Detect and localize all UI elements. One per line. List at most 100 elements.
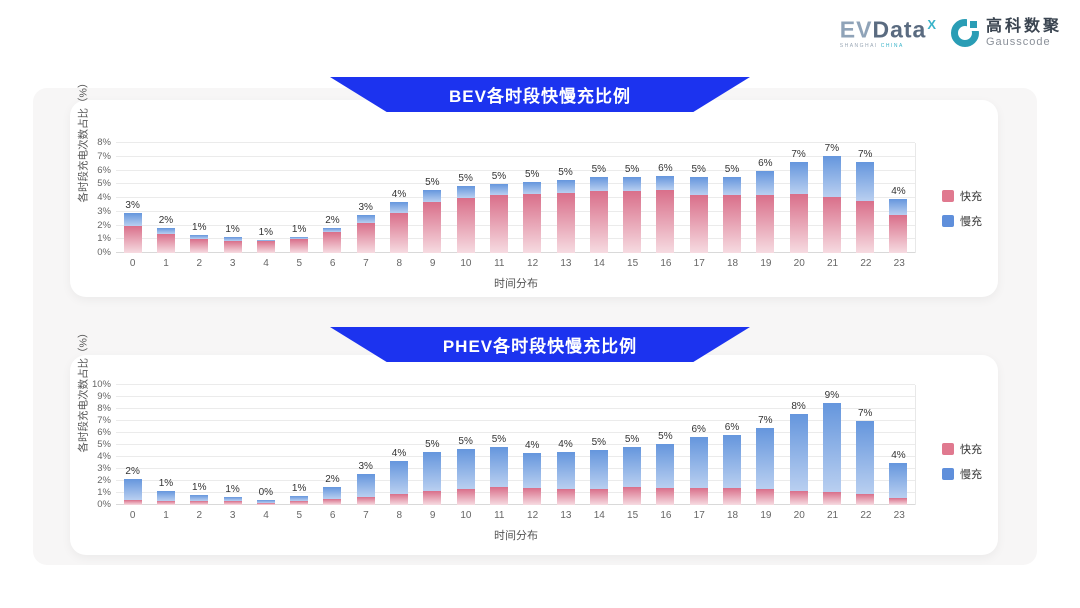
fast-charge-segment[interactable] — [789, 490, 808, 505]
bar-hour-11[interactable]: 5% — [482, 385, 515, 505]
fast-charge-segment[interactable] — [722, 195, 741, 253]
bar-hour-8[interactable]: 4% — [382, 143, 415, 253]
slow-charge-segment[interactable] — [290, 236, 309, 240]
fast-charge-segment[interactable] — [789, 193, 808, 253]
bar-hour-15[interactable]: 5% — [615, 385, 648, 505]
bar-hour-12[interactable]: 5% — [516, 143, 549, 253]
legend-item-快充[interactable]: 快充 — [942, 441, 982, 457]
bar-hour-12[interactable]: 4% — [516, 385, 549, 505]
bar-hour-13[interactable]: 4% — [549, 385, 582, 505]
slow-charge-segment[interactable] — [390, 460, 409, 495]
bar-hour-18[interactable]: 6% — [715, 385, 748, 505]
slow-charge-segment[interactable] — [556, 452, 575, 490]
fast-charge-segment[interactable] — [523, 488, 542, 505]
fast-charge-segment[interactable] — [390, 213, 409, 253]
bar-hour-5[interactable]: 1% — [282, 143, 315, 253]
fast-charge-segment[interactable] — [456, 198, 475, 253]
bar-hour-4[interactable]: 1% — [249, 143, 282, 253]
bar-hour-18[interactable]: 5% — [715, 143, 748, 253]
legend-item-慢充[interactable]: 慢充 — [942, 213, 982, 229]
bar-hour-22[interactable]: 7% — [849, 143, 882, 253]
fast-charge-segment[interactable] — [290, 239, 309, 253]
fast-charge-segment[interactable] — [423, 490, 442, 505]
slow-charge-segment[interactable] — [822, 156, 841, 198]
bar-hour-16[interactable]: 5% — [649, 385, 682, 505]
bar-hour-19[interactable]: 7% — [749, 385, 782, 505]
slow-charge-segment[interactable] — [589, 177, 608, 192]
bar-hour-11[interactable]: 5% — [482, 143, 515, 253]
fast-charge-segment[interactable] — [190, 501, 209, 505]
slow-charge-segment[interactable] — [190, 235, 209, 240]
slow-charge-segment[interactable] — [489, 184, 508, 196]
fast-charge-segment[interactable] — [556, 192, 575, 253]
fast-charge-segment[interactable] — [190, 239, 209, 253]
slow-charge-segment[interactable] — [223, 497, 242, 502]
slow-charge-segment[interactable] — [856, 162, 875, 201]
slow-charge-segment[interactable] — [556, 180, 575, 193]
fast-charge-segment[interactable] — [689, 488, 708, 505]
fast-charge-segment[interactable] — [123, 225, 142, 253]
bar-hour-9[interactable]: 5% — [416, 143, 449, 253]
fast-charge-segment[interactable] — [722, 488, 741, 505]
slow-charge-segment[interactable] — [356, 214, 375, 223]
slow-charge-segment[interactable] — [456, 185, 475, 198]
fast-charge-segment[interactable] — [256, 502, 275, 505]
fast-charge-segment[interactable] — [822, 491, 841, 505]
fast-charge-segment[interactable] — [656, 488, 675, 505]
fast-charge-segment[interactable] — [856, 200, 875, 253]
bar-hour-22[interactable]: 7% — [849, 385, 882, 505]
fast-charge-segment[interactable] — [489, 487, 508, 505]
slow-charge-segment[interactable] — [123, 478, 142, 500]
slow-charge-segment[interactable] — [256, 239, 275, 242]
slow-charge-segment[interactable] — [856, 421, 875, 495]
fast-charge-segment[interactable] — [656, 189, 675, 253]
bar-hour-10[interactable]: 5% — [449, 143, 482, 253]
bar-hour-0[interactable]: 3% — [116, 143, 149, 253]
slow-charge-segment[interactable] — [523, 181, 542, 194]
slow-charge-segment[interactable] — [589, 449, 608, 490]
slow-charge-segment[interactable] — [423, 452, 442, 491]
slow-charge-segment[interactable] — [223, 237, 242, 241]
slow-charge-segment[interactable] — [489, 447, 508, 487]
fast-charge-segment[interactable] — [623, 487, 642, 505]
fast-charge-segment[interactable] — [123, 499, 142, 505]
slow-charge-segment[interactable] — [190, 495, 209, 502]
slow-charge-segment[interactable] — [123, 213, 142, 226]
fast-charge-segment[interactable] — [589, 191, 608, 253]
bar-hour-9[interactable]: 5% — [416, 385, 449, 505]
fast-charge-segment[interactable] — [856, 494, 875, 505]
bar-hour-2[interactable]: 1% — [183, 385, 216, 505]
bar-hour-20[interactable]: 8% — [782, 385, 815, 505]
bar-hour-2[interactable]: 1% — [183, 143, 216, 253]
fast-charge-segment[interactable] — [589, 489, 608, 505]
slow-charge-segment[interactable] — [889, 463, 908, 498]
bar-hour-8[interactable]: 4% — [382, 385, 415, 505]
slow-charge-segment[interactable] — [156, 227, 175, 234]
bar-hour-3[interactable]: 1% — [216, 143, 249, 253]
slow-charge-segment[interactable] — [523, 453, 542, 489]
slow-charge-segment[interactable] — [889, 199, 908, 215]
slow-charge-segment[interactable] — [656, 176, 675, 190]
bar-hour-6[interactable]: 2% — [316, 385, 349, 505]
fast-charge-segment[interactable] — [556, 489, 575, 505]
slow-charge-segment[interactable] — [356, 473, 375, 497]
fast-charge-segment[interactable] — [156, 233, 175, 253]
fast-charge-segment[interactable] — [689, 195, 708, 253]
bar-hour-17[interactable]: 5% — [682, 143, 715, 253]
bar-hour-15[interactable]: 5% — [615, 143, 648, 253]
slow-charge-segment[interactable] — [689, 436, 708, 489]
slow-charge-segment[interactable] — [323, 487, 342, 499]
fast-charge-segment[interactable] — [223, 501, 242, 505]
slow-charge-segment[interactable] — [390, 202, 409, 214]
fast-charge-segment[interactable] — [822, 197, 841, 253]
bar-hour-19[interactable]: 6% — [749, 143, 782, 253]
bar-hour-5[interactable]: 1% — [282, 385, 315, 505]
bar-hour-20[interactable]: 7% — [782, 143, 815, 253]
slow-charge-segment[interactable] — [323, 227, 342, 233]
bar-hour-23[interactable]: 4% — [882, 143, 915, 253]
bar-hour-16[interactable]: 6% — [649, 143, 682, 253]
fast-charge-segment[interactable] — [756, 195, 775, 253]
bar-hour-21[interactable]: 7% — [815, 143, 848, 253]
fast-charge-segment[interactable] — [256, 241, 275, 253]
legend-item-快充[interactable]: 快充 — [942, 188, 982, 204]
